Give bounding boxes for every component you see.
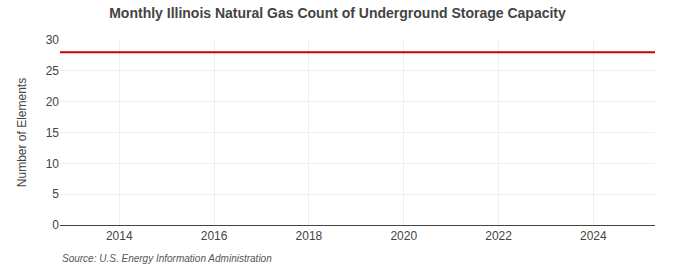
svg-text:2022: 2022 <box>485 229 512 243</box>
svg-text:Source: U.S. Energy Informatio: Source: U.S. Energy Information Administ… <box>62 253 272 264</box>
svg-text:2014: 2014 <box>106 229 133 243</box>
svg-text:30: 30 <box>46 33 60 47</box>
svg-text:2020: 2020 <box>390 229 417 243</box>
svg-text:15: 15 <box>46 126 60 140</box>
svg-text:5: 5 <box>52 187 59 201</box>
svg-text:Monthly Illinois Natural Gas C: Monthly Illinois Natural Gas Count of Un… <box>109 5 566 21</box>
svg-text:0: 0 <box>52 218 59 232</box>
svg-text:25: 25 <box>46 64 60 78</box>
svg-text:2016: 2016 <box>201 229 228 243</box>
svg-text:20: 20 <box>46 95 60 109</box>
svg-text:2024: 2024 <box>580 229 607 243</box>
svg-text:Number of Elements: Number of Elements <box>15 78 29 187</box>
svg-text:10: 10 <box>46 157 60 171</box>
svg-text:2018: 2018 <box>296 229 323 243</box>
